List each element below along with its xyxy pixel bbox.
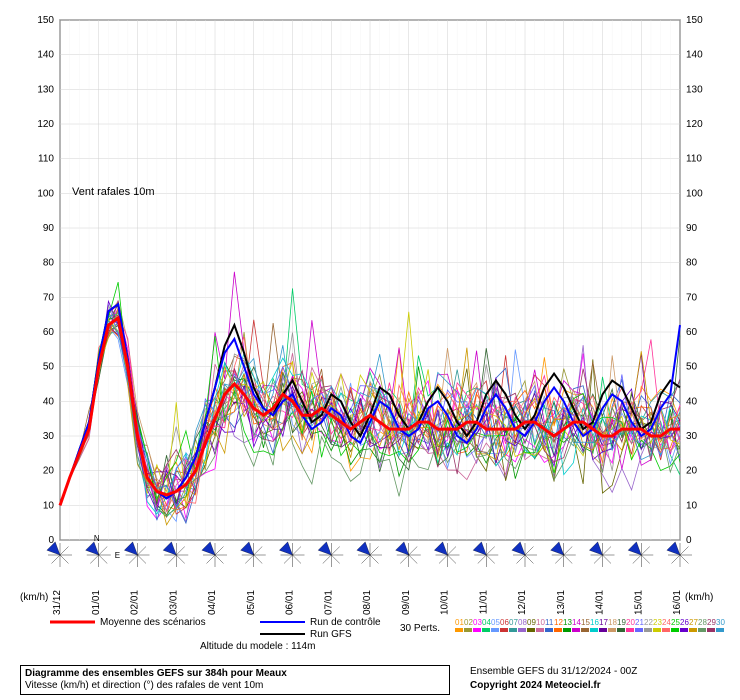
svg-text:70: 70 bbox=[43, 292, 55, 303]
svg-text:16/01: 16/01 bbox=[672, 590, 683, 615]
footer-box-left: Diagramme des ensembles GEFS sur 384h po… bbox=[20, 665, 450, 695]
svg-text:15/01: 15/01 bbox=[633, 590, 644, 615]
svg-text:30: 30 bbox=[43, 431, 55, 442]
svg-text:90: 90 bbox=[686, 223, 698, 234]
wind-rose-icon bbox=[202, 542, 215, 555]
svg-text:30: 30 bbox=[686, 431, 698, 442]
svg-text:150: 150 bbox=[686, 15, 703, 26]
svg-text:E: E bbox=[115, 551, 120, 560]
footer-title: Diagramme des ensembles GEFS sur 384h po… bbox=[25, 668, 287, 679]
footer-copyright: Copyright 2024 Meteociel.fr bbox=[470, 680, 601, 691]
svg-text:02/01: 02/01 bbox=[130, 590, 141, 615]
svg-text:10: 10 bbox=[686, 500, 698, 511]
svg-text:14/01: 14/01 bbox=[595, 590, 606, 615]
svg-text:50: 50 bbox=[686, 362, 698, 373]
wind-rose-icon bbox=[124, 542, 137, 555]
svg-text:80: 80 bbox=[686, 258, 698, 269]
wind-rose-icon bbox=[357, 542, 370, 555]
svg-text:Vent rafales 10m: Vent rafales 10m bbox=[72, 186, 155, 198]
wind-rose-icon bbox=[589, 542, 602, 555]
legend-gfs: Run GFS bbox=[310, 629, 352, 640]
svg-text:20: 20 bbox=[43, 466, 55, 477]
svg-text:90: 90 bbox=[43, 223, 55, 234]
svg-text:N: N bbox=[94, 534, 100, 543]
svg-text:05/01: 05/01 bbox=[246, 590, 257, 615]
svg-text:40: 40 bbox=[43, 396, 55, 407]
wind-rose-icon bbox=[396, 542, 409, 555]
svg-text:130: 130 bbox=[37, 84, 54, 95]
svg-text:110: 110 bbox=[38, 154, 54, 165]
footer-subtitle: Vitesse (km/h) et direction (°) des rafa… bbox=[25, 680, 263, 691]
svg-text:40: 40 bbox=[686, 396, 698, 407]
svg-text:13/01: 13/01 bbox=[556, 590, 567, 615]
svg-text:80: 80 bbox=[43, 258, 55, 269]
footer-box-right: Ensemble GEFS du 31/12/2024 - 00Z Copyri… bbox=[470, 665, 637, 693]
svg-text:01/01: 01/01 bbox=[91, 590, 102, 615]
chart-container: 0010102020303040405050606070708080909010… bbox=[0, 0, 740, 700]
wind-rose-icon bbox=[163, 542, 176, 555]
svg-text:(km/h): (km/h) bbox=[20, 592, 48, 603]
svg-text:140: 140 bbox=[686, 50, 703, 61]
svg-text:100: 100 bbox=[37, 188, 54, 199]
svg-text:11: 11 bbox=[545, 618, 554, 627]
svg-text:110: 110 bbox=[686, 154, 702, 165]
svg-text:11/01: 11/01 bbox=[478, 590, 489, 615]
wind-rose-icon bbox=[512, 542, 525, 555]
svg-text:20: 20 bbox=[686, 466, 698, 477]
wind-rose-icon bbox=[434, 542, 447, 555]
svg-text:120: 120 bbox=[686, 119, 703, 130]
svg-text:06/01: 06/01 bbox=[285, 590, 296, 615]
legend-control: Run de contrôle bbox=[310, 617, 381, 628]
svg-text:31/12: 31/12 bbox=[52, 590, 63, 615]
wind-rose-icon bbox=[473, 542, 486, 555]
svg-text:08/01: 08/01 bbox=[362, 590, 373, 615]
svg-text:04/01: 04/01 bbox=[207, 590, 218, 615]
wind-rose-icon bbox=[279, 542, 292, 555]
svg-text:30: 30 bbox=[716, 618, 725, 627]
wind-rose-icon bbox=[86, 542, 99, 555]
svg-text:130: 130 bbox=[686, 84, 703, 95]
legend-perts: 30 Perts. bbox=[400, 623, 440, 634]
svg-text:100: 100 bbox=[686, 188, 703, 199]
wind-rose-icon bbox=[628, 542, 641, 555]
footer-run-info: Ensemble GEFS du 31/12/2024 - 00Z bbox=[470, 666, 637, 677]
ensemble-chart: 0010102020303040405050606070708080909010… bbox=[0, 0, 740, 700]
wind-rose-icon bbox=[241, 542, 254, 555]
svg-text:09/01: 09/01 bbox=[401, 590, 412, 615]
svg-text:70: 70 bbox=[686, 292, 698, 303]
legend-altitude: Altitude du modele : 114m bbox=[200, 641, 315, 652]
svg-text:150: 150 bbox=[37, 15, 54, 26]
wind-rose-icon bbox=[667, 542, 680, 555]
svg-text:10: 10 bbox=[43, 500, 55, 511]
wind-rose-icon bbox=[551, 542, 564, 555]
svg-text:12/01: 12/01 bbox=[517, 590, 528, 615]
svg-text:120: 120 bbox=[37, 119, 54, 130]
svg-text:(km/h): (km/h) bbox=[685, 592, 713, 603]
svg-text:0: 0 bbox=[686, 535, 692, 546]
svg-text:10/01: 10/01 bbox=[440, 590, 451, 615]
svg-text:03/01: 03/01 bbox=[168, 590, 179, 615]
svg-text:140: 140 bbox=[37, 50, 54, 61]
svg-text:60: 60 bbox=[43, 327, 55, 338]
legend-mean: Moyenne des scénarios bbox=[100, 617, 206, 628]
svg-text:60: 60 bbox=[686, 327, 698, 338]
svg-text:50: 50 bbox=[43, 362, 55, 373]
svg-text:07/01: 07/01 bbox=[323, 590, 334, 615]
wind-rose-icon bbox=[318, 542, 331, 555]
